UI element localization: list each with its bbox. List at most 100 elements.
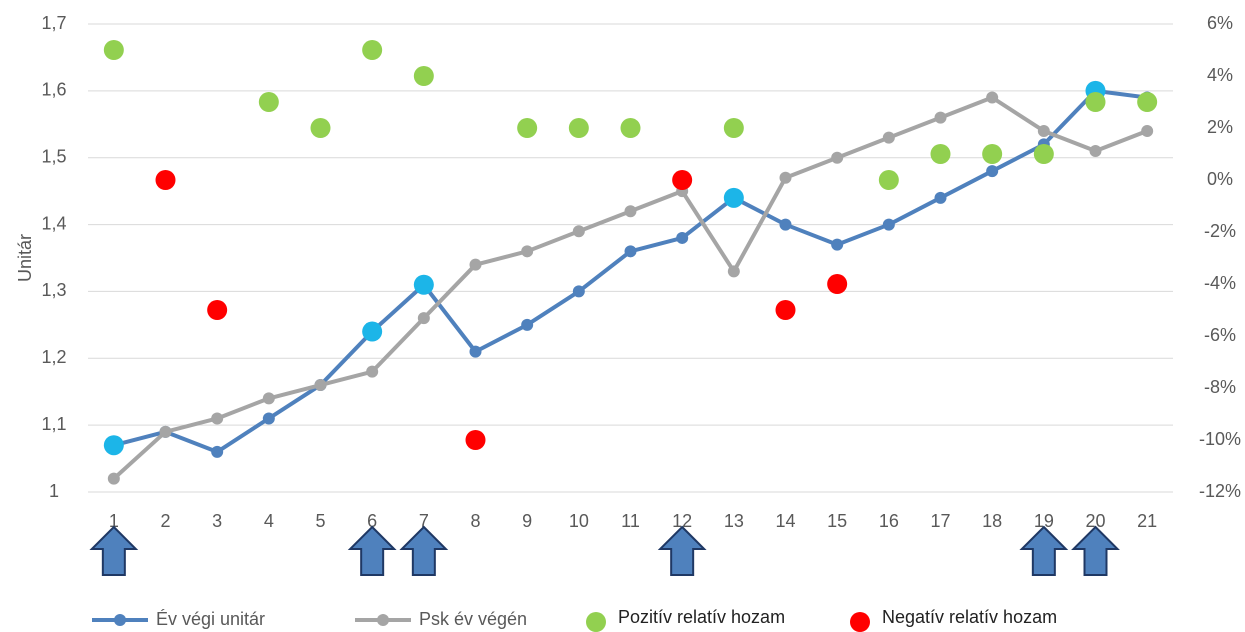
marker: [986, 165, 999, 178]
y-tick-label: 1: [49, 481, 59, 501]
y2-tick-label: -12%: [1199, 481, 1241, 501]
x-tick-label: 21: [1137, 511, 1157, 531]
point: [930, 144, 951, 164]
point: [465, 430, 486, 450]
point: [878, 170, 899, 190]
arrow: [657, 525, 707, 576]
y-tick-label: 1,6: [41, 80, 66, 100]
legend-label: Negatív relatív hozam: [882, 607, 1057, 627]
marker: [159, 425, 172, 438]
marker: [831, 238, 844, 251]
point: [258, 92, 279, 112]
point: [103, 40, 124, 60]
marker: [779, 218, 792, 231]
point: [723, 118, 744, 138]
point: [413, 66, 434, 86]
y2-tick-label: -10%: [1199, 429, 1241, 449]
point: [1137, 92, 1158, 112]
y-tick-label: 1,4: [41, 213, 66, 233]
x-tick-label: 10: [569, 511, 589, 531]
x-tick-label: 8: [470, 511, 480, 531]
point: [1085, 92, 1106, 112]
arrow: [1071, 525, 1120, 576]
point: [775, 300, 796, 320]
x-tick-label: 4: [264, 511, 274, 531]
arrow: [399, 525, 449, 576]
x-tick-label: 17: [930, 511, 950, 531]
marker: [934, 191, 947, 204]
marker: [211, 445, 224, 458]
x-tick-label: 5: [315, 511, 325, 531]
marker: [262, 392, 275, 405]
y-tick-label: 1,5: [41, 146, 66, 166]
marker: [262, 412, 275, 425]
legend-marker: [586, 612, 606, 632]
x-tick-label: 18: [982, 511, 1002, 531]
legend-label: Év végi unitár: [156, 609, 265, 629]
x-tick-label: 2: [160, 511, 170, 531]
marker: [1089, 145, 1102, 158]
x-tick-label: 1: [109, 511, 119, 531]
point: [568, 118, 589, 138]
marker: [469, 258, 482, 271]
x-tick-label: 3: [212, 511, 222, 531]
marker: [314, 379, 327, 392]
y2-tick-label: -2%: [1204, 221, 1236, 241]
marker: [1141, 124, 1154, 137]
y-tick-label: 1,2: [41, 347, 66, 367]
marker: [107, 472, 120, 485]
point: [982, 144, 1003, 164]
y2-tick-label: 0%: [1207, 169, 1233, 189]
x-tick-label: 7: [419, 511, 429, 531]
marker: [882, 218, 895, 231]
point: [362, 40, 383, 60]
marker: [211, 412, 224, 425]
point: [672, 170, 693, 190]
marker: [624, 205, 637, 218]
legend-label: Pozitív relatív hozam: [618, 607, 785, 627]
marker: [572, 285, 585, 298]
y2-tick-label: -8%: [1204, 377, 1236, 397]
arrow: [89, 525, 139, 576]
marker: [103, 435, 124, 456]
marker: [521, 318, 534, 331]
marker: [831, 151, 844, 164]
marker: [413, 274, 434, 295]
y2-tick-label: 4%: [1207, 65, 1233, 85]
marker: [366, 365, 379, 378]
marker: [779, 171, 792, 184]
marker: [624, 245, 637, 258]
point: [517, 118, 538, 138]
y2-tick-label: 6%: [1207, 13, 1233, 33]
y-tick-label: 1,1: [41, 414, 66, 434]
marker: [723, 187, 744, 208]
y2-tick-label: 2%: [1207, 117, 1233, 137]
marker: [362, 321, 383, 342]
x-tick-label: 6: [367, 511, 377, 531]
point: [207, 300, 228, 320]
marker: [986, 91, 999, 104]
arrow: [1019, 525, 1069, 576]
marker: [572, 225, 585, 238]
x-tick-label: 15: [827, 511, 847, 531]
marker: [1037, 124, 1050, 137]
point: [310, 118, 331, 138]
marker: [469, 345, 482, 358]
x-tick-label: 12: [672, 511, 692, 531]
x-tick-label: 14: [775, 511, 795, 531]
y-tick-label: 1,7: [41, 13, 66, 33]
point: [827, 274, 848, 294]
marker: [934, 111, 947, 124]
marker: [417, 312, 430, 325]
x-tick-label: 13: [724, 511, 744, 531]
point: [620, 118, 641, 138]
marker: [676, 231, 689, 244]
x-tick-label: 16: [879, 511, 899, 531]
arrow: [347, 525, 397, 576]
marker: [727, 265, 740, 278]
y-tick-label: 1,3: [41, 280, 66, 300]
point: [155, 170, 176, 190]
marker: [521, 245, 534, 258]
legend-marker: [377, 614, 389, 626]
